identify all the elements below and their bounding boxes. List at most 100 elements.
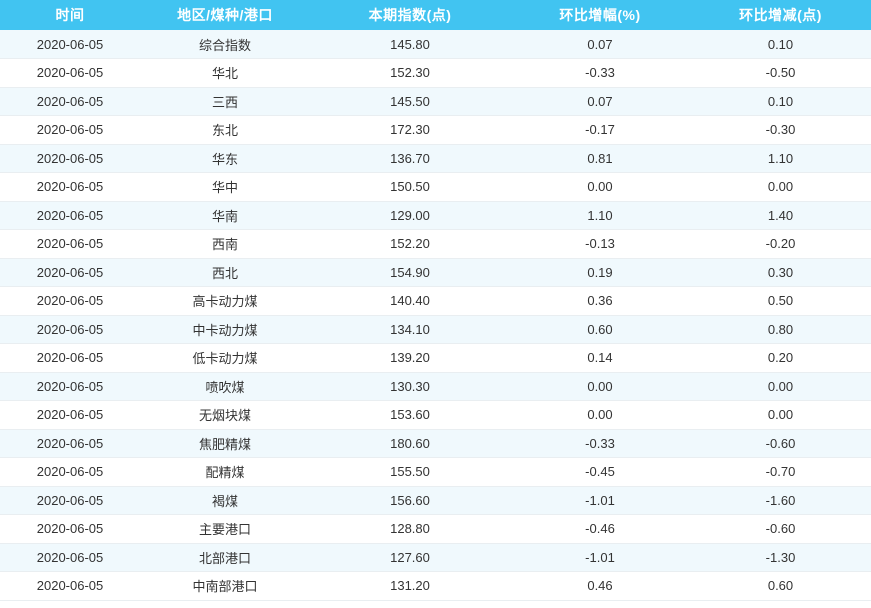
cell-pct-change: -0.33: [510, 429, 690, 458]
cell-category: 高卡动力煤: [140, 286, 310, 316]
cell-category: 低卡动力煤: [140, 343, 310, 373]
cell-category: 东北: [140, 115, 310, 145]
cell-index: 136.70: [310, 144, 510, 173]
cell-time: 2020-06-05: [0, 429, 140, 458]
cell-index: 131.20: [310, 571, 510, 601]
cell-index: 154.90: [310, 258, 510, 287]
cell-category: 西南: [140, 229, 310, 259]
cell-pct-change: 0.81: [510, 144, 690, 173]
table-row: 2020-06-05 配精煤 155.50 -0.45 -0.70: [0, 457, 871, 487]
cell-pct-change: 0.07: [510, 30, 690, 59]
table-row: 2020-06-05 东北 172.30 -0.17 -0.30: [0, 115, 871, 145]
table-row: 2020-06-05 西北 154.90 0.19 0.30: [0, 258, 871, 287]
cell-index: 140.40: [310, 286, 510, 316]
cell-time: 2020-06-05: [0, 258, 140, 287]
cell-category: 综合指数: [140, 30, 310, 59]
table-row: 2020-06-05 主要港口 128.80 -0.46 -0.60: [0, 514, 871, 544]
cell-point-change: 1.10: [690, 144, 871, 173]
cell-point-change: 0.10: [690, 30, 871, 59]
cell-point-change: 1.40: [690, 201, 871, 230]
table-row: 2020-06-05 中南部港口 131.20 0.46 0.60: [0, 571, 871, 601]
cell-time: 2020-06-05: [0, 87, 140, 116]
cell-point-change: 0.50: [690, 286, 871, 316]
cell-point-change: 0.10: [690, 87, 871, 116]
cell-pct-change: 0.07: [510, 87, 690, 116]
cell-category: 褐煤: [140, 486, 310, 515]
cell-point-change: -1.30: [690, 543, 871, 572]
cell-pct-change: 0.46: [510, 571, 690, 601]
cell-time: 2020-06-05: [0, 229, 140, 259]
cell-point-change: -0.60: [690, 514, 871, 544]
table-row: 2020-06-05 高卡动力煤 140.40 0.36 0.50: [0, 286, 871, 316]
cell-point-change: -0.20: [690, 229, 871, 259]
column-header-point-change: 环比增减(点): [690, 0, 871, 30]
cell-point-change: 0.80: [690, 315, 871, 344]
table-row: 2020-06-05 三西 145.50 0.07 0.10: [0, 87, 871, 116]
cell-time: 2020-06-05: [0, 286, 140, 316]
table-row: 2020-06-05 中卡动力煤 134.10 0.60 0.80: [0, 315, 871, 344]
cell-point-change: 0.00: [690, 400, 871, 430]
table-header-row: 时间 地区/煤种/港口 本期指数(点) 环比增幅(%) 环比增减(点): [0, 0, 871, 30]
cell-index: 180.60: [310, 429, 510, 458]
cell-category: 喷吹煤: [140, 372, 310, 401]
cell-pct-change: -0.45: [510, 457, 690, 487]
cell-index: 129.00: [310, 201, 510, 230]
cell-pct-change: -1.01: [510, 543, 690, 572]
cell-pct-change: 1.10: [510, 201, 690, 230]
cell-pct-change: 0.00: [510, 400, 690, 430]
cell-time: 2020-06-05: [0, 58, 140, 88]
cell-pct-change: -1.01: [510, 486, 690, 515]
cell-category: 无烟块煤: [140, 400, 310, 430]
table-row: 2020-06-05 华南 129.00 1.10 1.40: [0, 201, 871, 230]
cell-pct-change: -0.17: [510, 115, 690, 145]
cell-category: 中南部港口: [140, 571, 310, 601]
cell-index: 139.20: [310, 343, 510, 373]
cell-category: 三西: [140, 87, 310, 116]
cell-pct-change: -0.33: [510, 58, 690, 88]
cell-pct-change: -0.46: [510, 514, 690, 544]
cell-index: 128.80: [310, 514, 510, 544]
cell-pct-change: 0.00: [510, 372, 690, 401]
cell-category: 北部港口: [140, 543, 310, 572]
cell-index: 127.60: [310, 543, 510, 572]
cell-index: 153.60: [310, 400, 510, 430]
cell-pct-change: -0.13: [510, 229, 690, 259]
table-row: 2020-06-05 北部港口 127.60 -1.01 -1.30: [0, 543, 871, 572]
cell-index: 130.30: [310, 372, 510, 401]
cell-time: 2020-06-05: [0, 486, 140, 515]
cell-category: 配精煤: [140, 457, 310, 487]
cell-time: 2020-06-05: [0, 514, 140, 544]
cell-index: 145.80: [310, 30, 510, 59]
table-row: 2020-06-05 华中 150.50 0.00 0.00: [0, 172, 871, 202]
cell-time: 2020-06-05: [0, 343, 140, 373]
cell-point-change: -0.70: [690, 457, 871, 487]
cell-time: 2020-06-05: [0, 201, 140, 230]
table-row: 2020-06-05 华东 136.70 0.81 1.10: [0, 144, 871, 173]
cell-time: 2020-06-05: [0, 543, 140, 572]
column-header-index: 本期指数(点): [310, 0, 510, 30]
cell-time: 2020-06-05: [0, 172, 140, 202]
column-header-category: 地区/煤种/港口: [140, 0, 310, 30]
cell-time: 2020-06-05: [0, 571, 140, 601]
table-row: 2020-06-05 喷吹煤 130.30 0.00 0.00: [0, 372, 871, 401]
cell-point-change: -0.60: [690, 429, 871, 458]
cell-category: 华北: [140, 58, 310, 88]
cell-index: 172.30: [310, 115, 510, 145]
table-row: 2020-06-05 焦肥精煤 180.60 -0.33 -0.60: [0, 429, 871, 458]
cell-time: 2020-06-05: [0, 400, 140, 430]
table-row: 2020-06-05 无烟块煤 153.60 0.00 0.00: [0, 400, 871, 430]
cell-pct-change: 0.00: [510, 172, 690, 202]
cell-point-change: -0.50: [690, 58, 871, 88]
cell-point-change: 0.30: [690, 258, 871, 287]
table-row: 2020-06-05 西南 152.20 -0.13 -0.20: [0, 229, 871, 259]
table-row: 2020-06-05 华北 152.30 -0.33 -0.50: [0, 58, 871, 88]
cell-time: 2020-06-05: [0, 372, 140, 401]
cell-point-change: 0.00: [690, 172, 871, 202]
cell-category: 主要港口: [140, 514, 310, 544]
cell-time: 2020-06-05: [0, 457, 140, 487]
cell-index: 152.30: [310, 58, 510, 88]
cell-time: 2020-06-05: [0, 115, 140, 145]
cell-point-change: 0.60: [690, 571, 871, 601]
